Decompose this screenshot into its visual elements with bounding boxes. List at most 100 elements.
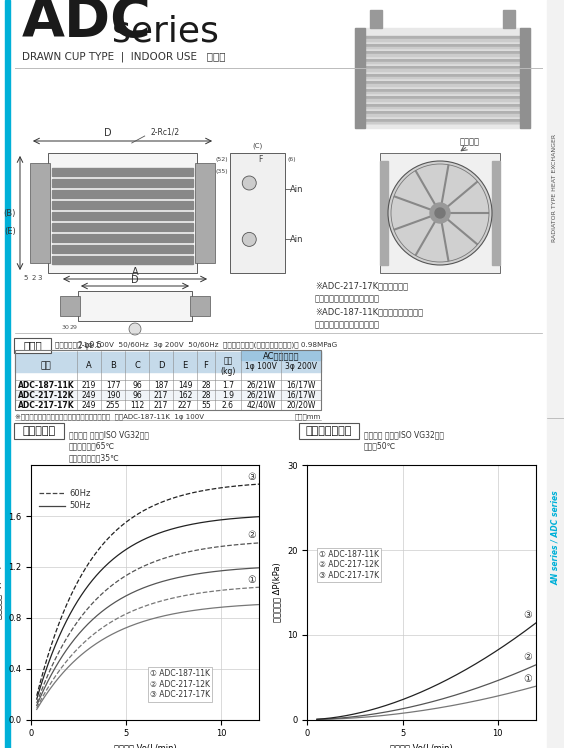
Text: (E): (E) <box>5 227 16 236</box>
Bar <box>363 36 522 40</box>
Text: DRAWN CUP TYPE  |  INDOOR USE   屋内型: DRAWN CUP TYPE | INDOOR USE 屋内型 <box>22 52 226 62</box>
Text: 60Hz: 60Hz <box>69 488 90 497</box>
Text: 5: 5 <box>24 275 28 281</box>
X-axis label: 油流量： Vo(L/min): 油流量： Vo(L/min) <box>390 744 453 748</box>
Text: ADC-187-11K: ADC-187-11K <box>17 381 74 390</box>
Bar <box>60 296 80 316</box>
Text: ※お問い合わせの範先は電話でお知らせ下さい。  例）ADC-187-11K  1φ 100V: ※お問い合わせの範先は電話でお知らせ下さい。 例）ADC-187-11K 1φ … <box>15 413 204 420</box>
Text: ②: ② <box>247 530 255 540</box>
Bar <box>48 153 197 273</box>
Text: AN series / ADC series: AN series / ADC series <box>550 491 559 586</box>
Text: 249: 249 <box>82 390 96 399</box>
Bar <box>363 88 522 93</box>
Text: 【条件】 流体：ISO VG32相当
油温：50℃: 【条件】 流体：ISO VG32相当 油温：50℃ <box>364 430 444 451</box>
Text: series: series <box>112 14 219 48</box>
Text: 177: 177 <box>106 381 120 390</box>
Text: 28: 28 <box>201 381 211 390</box>
Text: ③: ③ <box>247 471 255 482</box>
Text: ②: ② <box>523 652 532 663</box>
Text: F: F <box>258 155 262 164</box>
Bar <box>370 10 382 28</box>
Bar <box>363 66 522 70</box>
Text: 96: 96 <box>132 381 142 390</box>
Text: 性能グラフ: 性能グラフ <box>23 426 56 436</box>
Text: 2-Rc1/2: 2-Rc1/2 <box>150 127 179 136</box>
Text: ①: ① <box>247 574 255 585</box>
Text: 162: 162 <box>178 390 192 399</box>
Circle shape <box>388 161 492 265</box>
Text: D: D <box>158 361 164 370</box>
Bar <box>52 223 193 231</box>
Text: (52): (52) <box>215 156 228 162</box>
Circle shape <box>129 323 141 335</box>
Text: 2-φ9.5: 2-φ9.5 <box>78 341 103 350</box>
Bar <box>363 51 522 55</box>
Text: ADC-217-17K: ADC-217-17K <box>17 400 74 409</box>
Bar <box>195 163 215 263</box>
Bar <box>78 291 192 321</box>
Text: Ain: Ain <box>290 185 303 194</box>
Bar <box>52 234 193 242</box>
Text: ※ADC-217-17Kの回転方向は
　上図と逆方向になります。
※ADC-187-11Kのリード端子向きは
　上図と逆方向になります。: ※ADC-217-17Kの回転方向は 上図と逆方向になります。 ※ADC-187… <box>315 281 423 330</box>
Text: RADIATOR TYPE HEAT EXCHANGER: RADIATOR TYPE HEAT EXCHANGER <box>553 134 557 242</box>
Text: 217: 217 <box>154 390 168 399</box>
Bar <box>52 212 193 220</box>
Y-axis label: 交換熱量： Q(kW): 交換熱量： Q(kW) <box>0 565 2 619</box>
Bar <box>363 58 522 63</box>
Circle shape <box>243 176 256 190</box>
Bar <box>363 96 522 100</box>
X-axis label: 油流量： Vo(L/min): 油流量： Vo(L/min) <box>114 744 177 748</box>
Bar <box>15 390 321 400</box>
Bar <box>520 28 530 128</box>
Bar <box>363 111 522 115</box>
Text: 249: 249 <box>82 400 96 409</box>
Text: 3: 3 <box>37 275 42 281</box>
Text: C: C <box>134 361 140 370</box>
Bar <box>503 10 515 28</box>
Text: 112: 112 <box>130 400 144 409</box>
FancyBboxPatch shape <box>299 423 359 439</box>
Text: 2: 2 <box>32 275 36 281</box>
Bar <box>52 190 193 198</box>
Bar <box>363 118 522 123</box>
Bar <box>363 114 522 115</box>
Bar <box>241 351 321 360</box>
Text: 20/20W: 20/20W <box>287 400 316 409</box>
Bar <box>52 245 193 253</box>
Text: 1φ 100V: 1φ 100V <box>245 362 277 371</box>
Text: 255: 255 <box>106 400 120 409</box>
Text: (35): (35) <box>215 168 228 174</box>
Text: 3φ 200V: 3φ 200V <box>285 362 317 371</box>
Text: 42/40W: 42/40W <box>246 400 276 409</box>
Bar <box>30 163 50 263</box>
Bar <box>15 352 321 372</box>
Bar <box>5 0 10 748</box>
Text: 187: 187 <box>154 381 168 390</box>
Bar <box>492 161 500 265</box>
Text: A: A <box>86 361 92 370</box>
Text: ADC: ADC <box>22 0 152 48</box>
Text: 2.6: 2.6 <box>222 400 234 409</box>
Text: F: F <box>204 361 209 370</box>
Bar <box>15 380 321 390</box>
Text: 16/17W: 16/17W <box>287 381 316 390</box>
Bar <box>363 81 522 85</box>
Text: ③: ③ <box>523 610 532 621</box>
Text: 28: 28 <box>201 390 211 399</box>
Text: B: B <box>110 361 116 370</box>
Text: 149: 149 <box>178 381 192 390</box>
FancyBboxPatch shape <box>14 423 64 439</box>
Bar <box>52 168 193 176</box>
Text: 1.9: 1.9 <box>222 390 234 399</box>
Text: 16/17W: 16/17W <box>287 390 316 399</box>
Text: 219: 219 <box>82 381 96 390</box>
Text: (C): (C) <box>252 143 263 149</box>
Text: 55: 55 <box>201 400 211 409</box>
Bar <box>363 39 522 40</box>
Text: (B): (B) <box>3 209 16 218</box>
Text: ①: ① <box>523 674 532 684</box>
Bar <box>547 0 564 748</box>
Text: 26/21W: 26/21W <box>246 390 276 399</box>
Text: ACファン入力: ACファン入力 <box>263 351 299 360</box>
Bar <box>363 91 522 93</box>
